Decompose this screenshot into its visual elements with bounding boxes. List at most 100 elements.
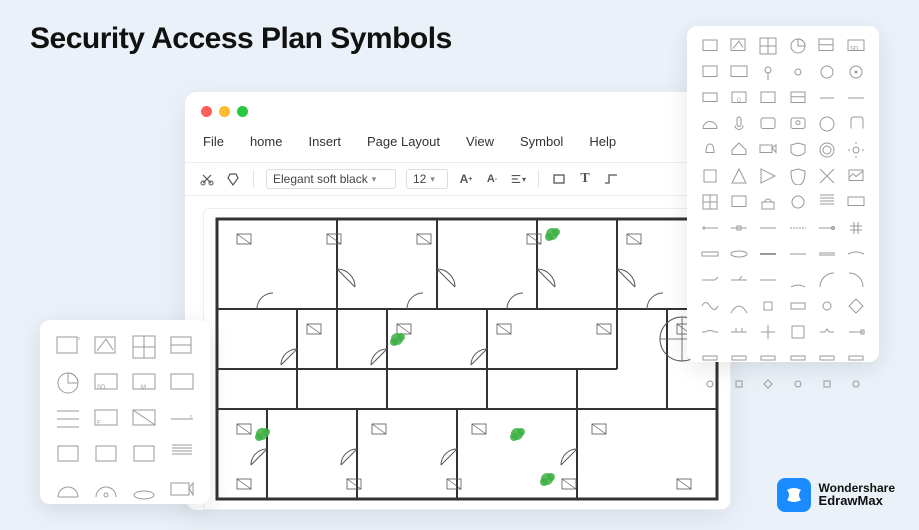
symbol-arc2[interactable] [814,270,839,290]
symbol-sun[interactable] [844,140,869,160]
menu-insert[interactable]: Insert [308,134,341,149]
symbol-h4[interactable] [785,218,810,238]
symbol-shield[interactable] [785,140,810,160]
symbol-w2[interactable] [726,296,751,316]
menu-file[interactable]: File [203,134,224,149]
symbol-b1[interactable] [697,348,722,368]
symbol-b2[interactable] [726,348,751,368]
rect-tool-icon[interactable] [551,171,567,187]
symbol-b5[interactable] [814,348,839,368]
symbol-cir[interactable] [814,114,839,134]
symbol-c-line[interactable]: c [168,406,196,432]
symbol-x[interactable] [814,166,839,186]
symbol-dot2[interactable] [844,62,869,82]
symbol-box[interactable] [54,442,82,468]
symbol-sq2[interactable] [726,192,751,212]
symbol-pin2[interactable] [785,62,810,82]
symbol-dome2[interactable] [92,478,120,504]
symbol-box[interactable] [697,36,722,56]
symbol-h2[interactable] [726,218,751,238]
maximize-icon[interactable] [237,106,248,117]
symbol-arc3[interactable] [844,270,869,290]
symbol-grid[interactable] [130,334,158,360]
symbol-tri[interactable] [726,166,751,186]
symbol-l4[interactable] [785,244,810,264]
symbol-t[interactable] [756,322,781,342]
symbol-pie[interactable] [785,36,810,56]
menu-home[interactable]: home [250,134,283,149]
symbol-grid[interactable] [756,36,781,56]
font-increase-icon[interactable]: A+ [458,171,474,187]
symbol-box[interactable] [130,442,158,468]
symbol-b6[interactable] [844,348,869,368]
canvas[interactable] [203,208,731,510]
symbol-s5[interactable] [814,374,839,394]
format-painter-icon[interactable] [225,171,241,187]
symbol-mic[interactable] [726,114,751,134]
font-select[interactable]: Elegant soft black ▾ [266,169,396,189]
symbol-sd[interactable]: SD [92,370,120,396]
symbol-h5[interactable] [814,218,839,238]
close-icon[interactable] [201,106,212,117]
symbol-l5[interactable] [814,244,839,264]
symbol-ww4[interactable] [844,322,869,342]
symbol-e-box[interactable]: E [92,406,120,432]
symbol-d3[interactable] [756,270,781,290]
symbol-sq4[interactable] [785,296,810,316]
symbol-sd[interactable]: SD [844,36,869,56]
symbol-dome3[interactable] [130,478,158,504]
menu-page-layout[interactable]: Page Layout [367,134,440,149]
symbol-sq[interactable] [697,166,722,186]
symbol-thumb[interactable] [844,114,869,134]
symbol-s1[interactable] [697,374,722,394]
symbol-cir2[interactable] [785,192,810,212]
symbol-s6[interactable] [844,374,869,394]
symbol-s4[interactable] [785,374,810,394]
font-decrease-icon[interactable]: A- [484,171,500,187]
symbol-pie[interactable] [54,370,82,396]
symbol-l3[interactable] [756,244,781,264]
menu-symbol[interactable]: Symbol [520,134,563,149]
symbol-chart[interactable] [726,36,751,56]
symbol-l6[interactable] [844,244,869,264]
symbol-badge[interactable] [814,140,839,160]
symbol-tri2[interactable] [756,166,781,186]
symbol-lock[interactable] [756,192,781,212]
symbol-h3[interactable] [756,218,781,238]
symbol-r2[interactable] [785,114,810,134]
symbol-panel[interactable] [168,334,196,360]
symbol-e2[interactable] [785,88,810,108]
symbol-rect[interactable] [697,88,722,108]
symbol-m-box[interactable]: M [130,370,158,396]
symbol-bars[interactable] [168,442,196,468]
symbol-l2[interactable] [726,244,751,264]
symbol-line[interactable] [844,88,869,108]
symbol-panel[interactable] [814,36,839,56]
symbol-b4[interactable] [785,348,810,368]
symbol-rect2[interactable] [844,192,869,212]
symbol-box-c[interactable]: c [54,334,82,360]
symbol-bell[interactable] [697,140,722,160]
connector-tool-icon[interactable] [603,171,619,187]
symbol-ww[interactable] [697,322,722,342]
symbol-sq3[interactable] [756,296,781,316]
symbol-chart[interactable] [92,334,120,360]
symbol-hash[interactable] [844,218,869,238]
symbol-blank[interactable] [726,62,751,82]
symbol-lines[interactable] [54,406,82,432]
symbol-arc[interactable] [785,270,810,290]
symbol-d4[interactable] [844,296,869,316]
symbol-e-box2[interactable] [130,406,158,432]
symbol-b3[interactable] [756,348,781,368]
symbol-pin[interactable] [756,62,781,82]
symbol-box[interactable] [92,442,120,468]
symbol-r[interactable] [756,114,781,134]
symbol-grid2[interactable] [697,192,722,212]
symbol-shield2[interactable] [785,166,810,186]
text-tool-icon[interactable]: T [577,171,593,187]
symbol-cir3[interactable] [814,296,839,316]
symbol-s2[interactable] [726,374,751,394]
symbol-ww3[interactable] [814,322,839,342]
menu-view[interactable]: View [466,134,494,149]
symbol-blank[interactable] [168,370,196,396]
